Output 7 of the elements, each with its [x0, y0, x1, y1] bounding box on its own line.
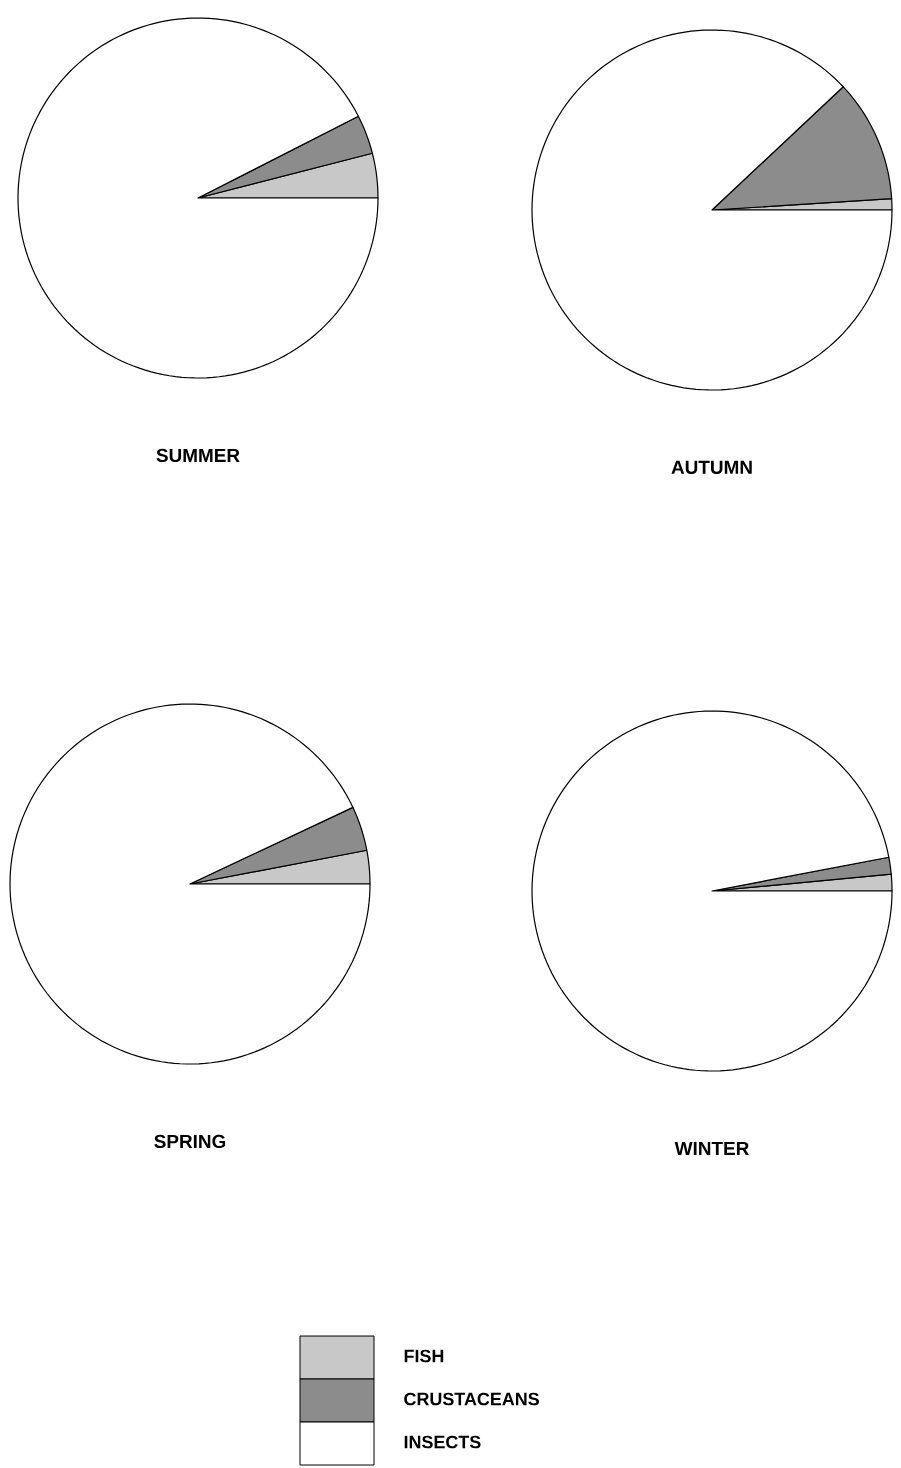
text: AUTUMN [671, 460, 752, 475]
legend-label: INSECTS [404, 1435, 481, 1449]
text: SPRING [154, 1134, 226, 1149]
legend-label: CRUSTACEANS [404, 1392, 539, 1406]
text: WINTER [674, 1141, 749, 1155]
legend-label: FISH [404, 1349, 444, 1363]
text: SUMMER [156, 448, 240, 463]
